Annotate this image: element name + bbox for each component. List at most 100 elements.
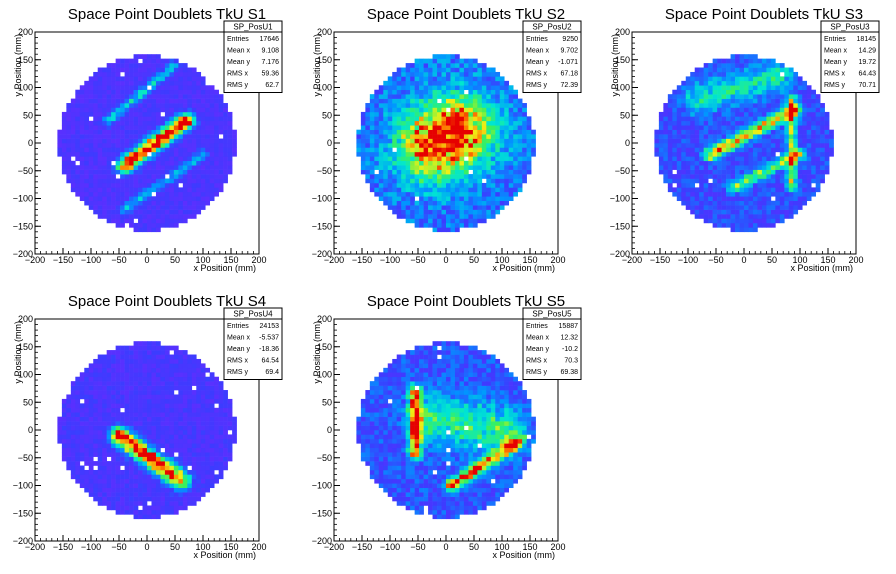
heatmap-cell [133,196,139,202]
heatmap-cell [441,196,447,202]
heatmap-cell [84,447,90,453]
heatmap-cell [138,345,143,351]
heatmap-cell [182,165,188,170]
heatmap-cell [472,103,478,108]
heatmap-cell [111,398,116,404]
heatmap-cell [703,89,709,95]
heatmap-cell [454,76,460,82]
heatmap-cell [160,434,166,440]
heatmap-cell [712,222,718,228]
heatmap-cell [160,222,166,228]
heatmap-cell [712,67,718,73]
heatmap-cell [694,129,700,135]
heatmap-cell [387,129,393,135]
heatmap-cell [378,134,384,139]
heatmap-cell [717,98,722,104]
heatmap-cell [173,67,179,73]
heatmap-cell [93,430,99,435]
heatmap-cell [468,205,474,210]
heatmap-cell [446,143,451,148]
heatmap-cell [499,80,505,86]
heatmap-cell [459,222,465,228]
heatmap-cell [97,134,103,139]
heatmap-cell [383,169,389,175]
heatmap-cell [155,492,161,497]
heatmap-cell [151,227,157,233]
heatmap-cell [218,187,224,193]
heatmap-cell [66,178,72,184]
heatmap-cell [138,120,143,126]
heatmap-cell [793,182,799,188]
heatmap-cell [815,134,821,139]
heatmap-cell [200,76,206,82]
heatmap-cell [775,143,781,148]
heatmap-cell [761,125,767,130]
heatmap-cell [414,165,420,170]
heatmap-cell [672,116,678,122]
heatmap-cell [793,94,799,99]
heatmap-cell [811,147,816,153]
heatmap-cell [481,116,487,122]
heatmap-cell [437,147,442,153]
heatmap-cell [744,156,749,162]
heatmap-cell [730,85,736,91]
heatmap-cell [726,143,731,148]
x-tick-label: 50 [767,255,777,265]
heatmap-cell [432,200,438,206]
heatmap-cell [784,200,790,206]
heatmap-cell [374,94,380,99]
heatmap-cell [468,116,474,122]
heatmap-cell [97,438,103,444]
heatmap-cell [178,147,184,153]
heatmap-cell [797,89,803,95]
heatmap-cell [138,107,143,113]
heatmap-cell [676,182,682,188]
heatmap-cell [437,71,442,77]
heatmap-cell [508,98,514,104]
heatmap-cell [811,111,816,117]
heatmap-cell [182,80,188,86]
heatmap-cell [735,178,740,184]
heatmap-cell [658,125,664,130]
heatmap-cell [522,134,527,139]
heatmap-cell [79,125,85,130]
heatmap-cell [164,138,170,144]
heatmap-cell [75,129,81,135]
heatmap-cell [387,165,393,170]
heatmap-cell [806,129,812,135]
heatmap-cell [182,67,188,73]
heatmap-cell [735,191,740,197]
heatmap-cell [106,354,112,360]
heatmap-cell [169,358,175,364]
heatmap-cell [106,125,112,130]
heatmap-cell [672,174,678,179]
heatmap-cell [712,134,718,139]
heatmap-cell [138,487,143,493]
heatmap-cell [387,196,393,202]
heatmap-cell [169,372,175,378]
heatmap-cell [694,191,700,197]
heatmap-cell [160,98,166,104]
heatmap-cell [757,63,763,68]
heatmap-cell [383,94,389,99]
heatmap-cell [93,469,99,475]
heatmap-cell [446,85,451,91]
stats-key: Mean x [526,48,549,55]
heatmap-cell [97,367,103,373]
heatmap-cell [129,385,134,391]
heatmap-cell [155,483,161,489]
heatmap-cell [106,425,112,431]
heatmap-cell [463,138,469,144]
heatmap-cell [133,76,139,82]
heatmap-cell [191,160,197,166]
heatmap-cell [102,214,107,219]
heatmap-cell [138,376,143,382]
heatmap-cell [788,80,794,86]
heatmap-cell [173,438,179,444]
heatmap-cell [437,151,442,157]
heatmap-cell [761,160,767,166]
heatmap-cell [191,138,197,144]
heatmap-cell [115,350,121,355]
heatmap-cell [142,487,148,493]
heatmap-cell [138,63,143,68]
